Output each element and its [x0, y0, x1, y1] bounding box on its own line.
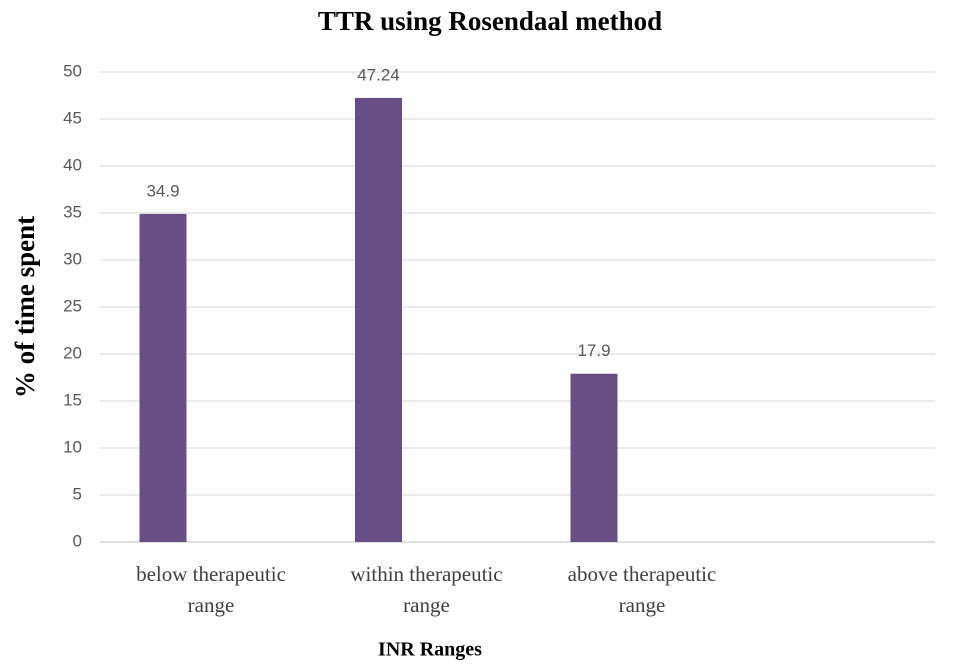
x-axis-label: INR Ranges — [378, 639, 482, 661]
bar — [570, 373, 618, 542]
data-label: 34.9 — [146, 181, 179, 200]
x-tick-label: below therapeutic range — [136, 562, 286, 617]
y-tick-label: 35 — [63, 202, 82, 221]
y-tick-label: 50 — [63, 61, 82, 80]
y-tick-label: 10 — [63, 437, 82, 456]
y-tick-label: 0 — [73, 531, 82, 550]
y-axis-label: % of time spent — [10, 216, 40, 398]
y-tick-label: 20 — [63, 343, 82, 362]
bar — [355, 97, 402, 542]
y-tick-label: 5 — [73, 484, 82, 503]
y-tick-label: 15 — [63, 390, 82, 409]
y-tick-label: 30 — [63, 249, 82, 268]
chart-title: TTR using Rosendaal method — [318, 6, 662, 36]
data-label: 17.9 — [577, 341, 610, 360]
y-tick-label: 25 — [63, 296, 82, 315]
y-tick-label: 45 — [63, 108, 82, 127]
bar — [139, 213, 187, 542]
x-tick-label: above therapeutic range — [568, 562, 717, 617]
x-tick-label: within therapeutic range — [350, 562, 502, 617]
y-tick-label: 40 — [63, 155, 82, 174]
data-label: 47.24 — [357, 65, 400, 84]
